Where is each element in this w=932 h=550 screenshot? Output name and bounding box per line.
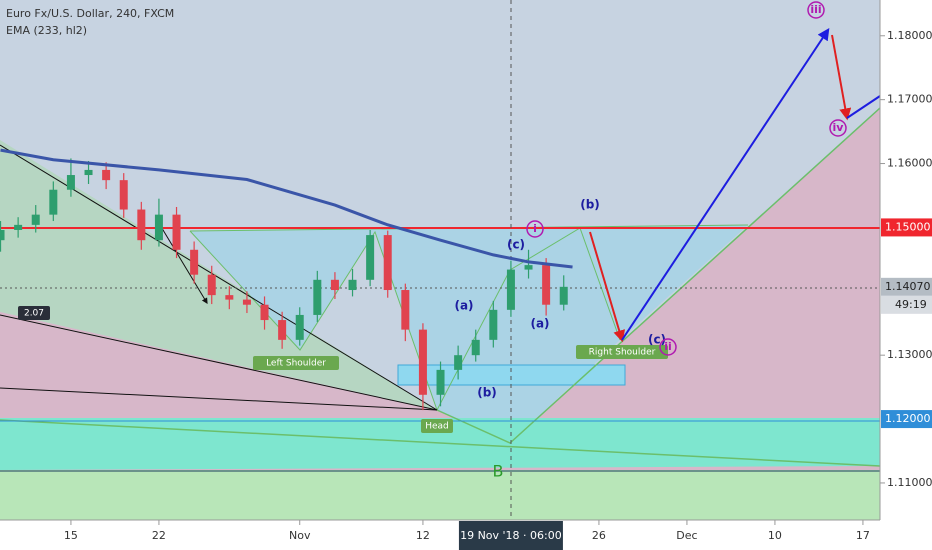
annotation-box: [576, 345, 668, 359]
indicator-label: EMA (233, hl2): [6, 24, 87, 37]
y-tick-label: 1.13000: [887, 348, 932, 361]
candle-body: [295, 314, 304, 340]
candle-body: [49, 189, 58, 215]
candle-body: [366, 235, 375, 280]
candle-body: [207, 274, 216, 296]
y-tick-label: 1.16000: [887, 157, 932, 170]
x-tick-label: 26: [592, 529, 606, 542]
y-tick-label: 1.11000: [887, 476, 932, 489]
x-tick-label: 12: [416, 529, 430, 542]
price-axis: [880, 0, 932, 550]
annotation: (b): [477, 386, 497, 400]
price-marker-label: 1.12000: [885, 412, 931, 425]
candle-body: [454, 355, 463, 370]
annotation: (a): [454, 299, 473, 313]
candle-body: [330, 279, 339, 291]
candle-body: [102, 169, 111, 181]
annotation-box: [421, 419, 453, 433]
annotation: (c): [507, 238, 525, 252]
plot-background: [0, 0, 880, 520]
crosshair-box: [458, 521, 563, 550]
candle-body: [436, 369, 445, 395]
annotation: iii: [810, 3, 821, 16]
annotation: Head: [425, 422, 449, 432]
crosshair-label: 19 Nov '18 · 06:00: [460, 529, 562, 542]
annotation-circle: [526, 220, 544, 238]
candle-body: [84, 169, 93, 176]
annotation: B: [493, 462, 504, 481]
ema-line: [0, 148, 573, 269]
countdown: 49:19: [895, 298, 927, 311]
annotation-box: [253, 356, 339, 370]
candle-body: [14, 224, 23, 230]
price-marker-label: 1.14070: [885, 280, 931, 293]
x-tick-label: 10: [768, 529, 782, 542]
x-tick-label: 15: [64, 529, 78, 542]
annotation-circle: [829, 119, 847, 137]
candle-body: [242, 299, 251, 305]
annotation: (a): [530, 317, 549, 331]
x-tick-label: 22: [152, 529, 166, 542]
candle-body: [348, 279, 357, 291]
price-marker: [881, 410, 932, 429]
candle-body: [542, 265, 551, 305]
candle-body: [225, 295, 234, 300]
candle-body: [313, 279, 322, 315]
x-tick-label: Dec: [676, 529, 697, 542]
annotation: i: [533, 222, 537, 235]
candle-body: [0, 229, 5, 241]
time-axis: [0, 520, 880, 550]
candle-body: [506, 269, 515, 310]
annotation: Right Shoulder: [589, 348, 656, 358]
candle-body: [278, 320, 287, 340]
annotation-circle: [659, 338, 677, 356]
candle-body: [260, 304, 269, 321]
candle-body: [471, 339, 480, 356]
annotation-box: [18, 306, 50, 320]
annotation: ii: [664, 340, 672, 353]
candle-body: [172, 214, 181, 250]
x-tick-label: Nov: [289, 529, 311, 542]
candle-body: [383, 235, 392, 291]
price-marker: [881, 277, 932, 296]
candle-body: [489, 309, 498, 340]
annotation-circle: [807, 1, 825, 19]
candle-body: [559, 286, 568, 305]
annotation: Left Shoulder: [266, 359, 326, 369]
annotation: iv: [833, 121, 845, 134]
candle-body: [119, 180, 128, 210]
candle-body: [66, 175, 75, 190]
price-marker: [881, 218, 932, 237]
chart-title: Euro Fx/U.S. Dollar, 240, FXCM: [6, 7, 174, 20]
y-tick-label: 1.18000: [887, 29, 932, 42]
annotation: (b): [580, 198, 600, 212]
candle-body: [31, 214, 40, 225]
price-marker-label: 1.15000: [885, 220, 931, 233]
plot: [0, 148, 573, 411]
candle-body: [418, 329, 427, 395]
x-tick-label: 17: [856, 529, 870, 542]
annotation: 2.07: [24, 309, 44, 319]
candle-body: [190, 249, 199, 275]
countdown-box: [881, 295, 932, 314]
candle-body: [524, 265, 533, 270]
candle-body: [401, 290, 410, 330]
y-tick-label: 1.17000: [887, 93, 932, 106]
candle-body: [137, 209, 146, 241]
candle-body: [154, 214, 163, 241]
